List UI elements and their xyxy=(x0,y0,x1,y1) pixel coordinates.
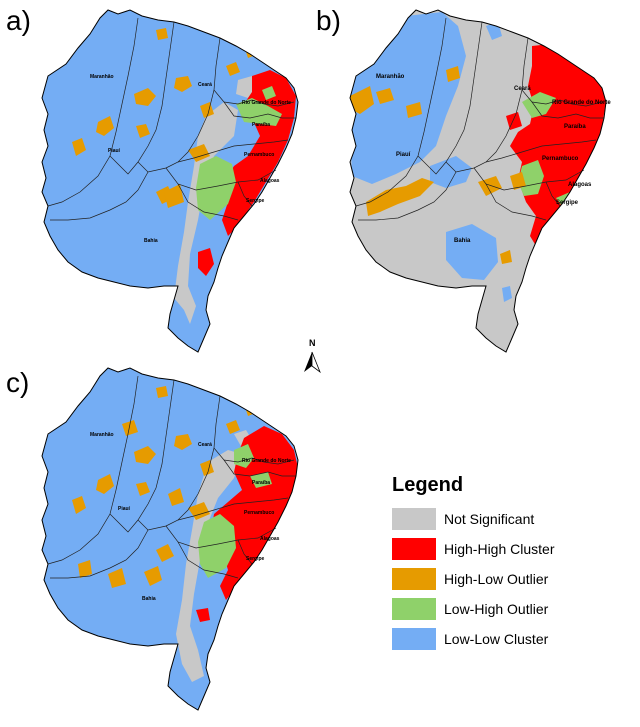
panel-label-a: a) xyxy=(6,5,31,36)
state-label-maranhao-b: Maranhão xyxy=(376,74,405,80)
legend-label: High-Low Outlier xyxy=(444,571,549,587)
legend-item: High-Low Outlier xyxy=(392,568,549,590)
north-arrow: N xyxy=(304,338,321,374)
state-label-sergipe-b: Sergipe xyxy=(556,200,579,206)
state-label-piaui-c: Piauí xyxy=(118,506,131,512)
map-panel-a: a) Maranhão Ceará Rio Grande do xyxy=(6,5,299,353)
north-arrow-label: N xyxy=(309,338,316,348)
state-label-ceara-c: Ceará xyxy=(198,442,212,448)
map-panel-c: c) Maran xyxy=(6,367,299,711)
state-label-sergipe-c: Sergipe xyxy=(246,556,265,562)
state-label-paraiba-b: Paraíba xyxy=(564,124,586,130)
state-label-pernambuco-b: Pernambuco xyxy=(542,156,579,162)
map-panel-b: b) xyxy=(316,5,611,353)
state-label-ceara-b: Ceará xyxy=(514,86,531,92)
north-arrow-icon xyxy=(304,352,312,372)
state-label-rgn-c: Rio Grande do Norte xyxy=(242,458,291,464)
legend-item: Not Significant xyxy=(392,508,534,530)
panel-label-c: c) xyxy=(6,367,29,398)
state-label-piaui-b: Piauí xyxy=(396,152,411,158)
panel-label-b: b) xyxy=(316,5,341,36)
legend-item: High-High Cluster xyxy=(392,538,555,560)
state-label-alagoas-b: Alagoas xyxy=(568,182,592,188)
state-label-sergipe-a: Sergipe xyxy=(246,198,265,204)
legend-label: Low-Low Cluster xyxy=(444,631,549,647)
state-label-bahia-b: Bahia xyxy=(454,238,471,244)
state-label-alagoas-c: Alagoas xyxy=(260,536,280,542)
state-label-ceara-a: Ceará xyxy=(198,82,212,88)
legend-swatch xyxy=(392,628,436,650)
state-label-rgn-a: Rio Grande do Norte xyxy=(242,100,291,106)
state-label-piaui-a: Piauí xyxy=(108,148,121,154)
state-label-bahia-c: Bahia xyxy=(142,596,156,602)
state-label-rgn-b: Rio Grande do Norte xyxy=(552,100,611,106)
state-label-alagoas-a: Alagoas xyxy=(260,178,280,184)
legend-swatch xyxy=(392,568,436,590)
state-label-paraiba-a: Paraíba xyxy=(252,122,270,128)
state-label-maranhao-c: Maranhão xyxy=(90,432,114,438)
state-label-pernambuco-c: Pernambuco xyxy=(244,510,274,516)
legend-label: Low-High Outlier xyxy=(444,601,549,617)
legend-swatch xyxy=(392,538,436,560)
state-label-paraiba-c: Paraíba xyxy=(252,480,270,486)
legend-label: High-High Cluster xyxy=(444,541,555,557)
legend-swatch xyxy=(392,598,436,620)
legend-item: Low-High Outlier xyxy=(392,598,549,620)
state-label-bahia-a: Bahia xyxy=(144,238,158,244)
legend-swatch xyxy=(392,508,436,530)
legend-title: Legend xyxy=(392,474,463,496)
legend-label: Not Significant xyxy=(444,511,534,527)
state-label-maranhao-a: Maranhão xyxy=(90,74,114,80)
legend: Legend Not Significant High-High Cluster H… xyxy=(392,474,555,650)
legend-item: Low-Low Cluster xyxy=(392,628,549,650)
state-label-pernambuco-a: Pernambuco xyxy=(244,152,274,158)
